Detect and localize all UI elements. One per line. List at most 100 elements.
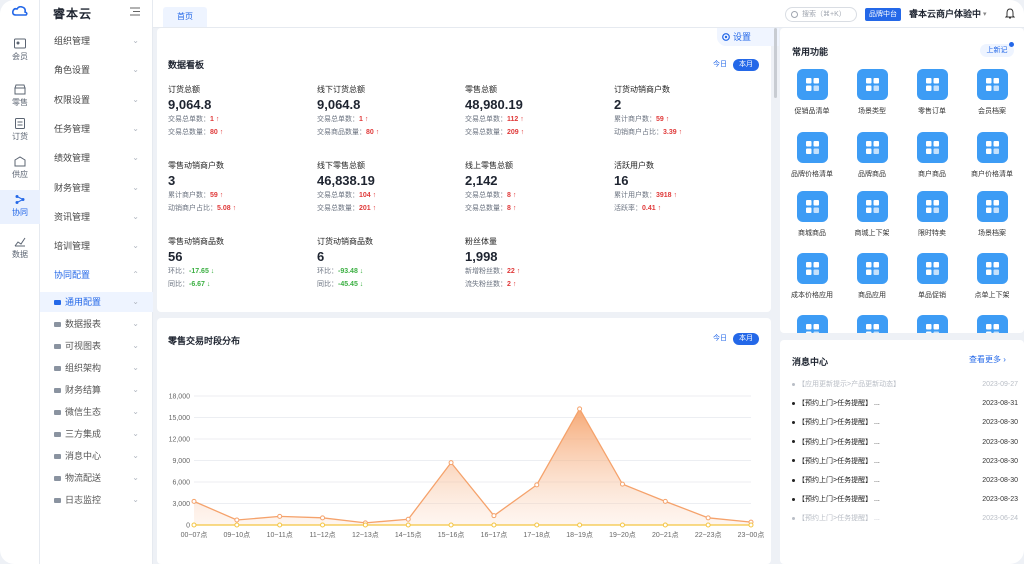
data-point[interactable] xyxy=(577,522,583,528)
shortcut-brand-goods[interactable]: 品牌商品 xyxy=(844,132,900,179)
data-point[interactable] xyxy=(662,498,668,504)
data-point[interactable] xyxy=(320,515,326,521)
shortcut-scene-type[interactable]: 场景类型 xyxy=(844,69,900,116)
shortcut-partial[interactable] xyxy=(904,315,960,333)
range-today[interactable]: 今日 xyxy=(713,61,727,68)
tab-home[interactable]: 首页 xyxy=(163,7,207,27)
data-point[interactable] xyxy=(705,522,711,528)
submenu-item-2[interactable]: 可视图表 ⌄ xyxy=(40,336,153,356)
submenu-item-1[interactable]: 数据报表 ⌄ xyxy=(40,314,153,334)
search-input[interactable]: 搜索（⌘+K） xyxy=(785,7,857,22)
brand-center-badge[interactable]: 品牌中台 xyxy=(865,8,901,21)
data-point[interactable] xyxy=(534,522,540,528)
menu-item-8[interactable]: 协同配置 ⌃ xyxy=(40,264,153,286)
bell-icon[interactable] xyxy=(1005,8,1015,20)
shortcut-retail-order[interactable]: 零售订单 xyxy=(904,69,960,116)
menu-item-0[interactable]: 组织管理 ⌄ xyxy=(40,30,153,52)
menu-item-6[interactable]: 资讯管理 ⌄ xyxy=(40,206,153,228)
shortcut-cost-price[interactable]: 成本价格应用 xyxy=(784,253,840,300)
view-more-link[interactable]: 查看更多 › xyxy=(969,354,1006,365)
rail-item-0[interactable]: 会员 xyxy=(0,34,40,68)
data-point[interactable] xyxy=(234,522,240,528)
menu-item-2[interactable]: 权限设置 ⌄ xyxy=(40,89,153,111)
whats-new-button[interactable]: 上新记 xyxy=(980,44,1014,57)
submenu-item-9[interactable]: 日志监控 ⌄ xyxy=(40,490,153,510)
data-point[interactable] xyxy=(577,406,583,412)
menu-item-4[interactable]: 绩效管理 ⌄ xyxy=(40,147,153,169)
data-point[interactable] xyxy=(448,522,454,528)
shortcut-flash-sale[interactable]: 限时特卖 xyxy=(904,191,960,238)
data-point[interactable] xyxy=(662,522,668,528)
shortcut-label: 点单上下架 xyxy=(974,292,1010,299)
metric-sub-row: 新增粉丝数：22 ↑ xyxy=(465,266,605,277)
rail-item-2[interactable]: 订货 xyxy=(0,114,40,148)
data-point[interactable] xyxy=(491,522,497,528)
submenu-item-5[interactable]: 微信生态 ⌄ xyxy=(40,402,153,422)
shortcut-partial[interactable] xyxy=(844,315,900,333)
collapse-menu-icon[interactable] xyxy=(130,7,140,16)
message-item[interactable]: 【预约上门>任务提醒】 ... 2023-08-30 xyxy=(792,453,1018,471)
data-point[interactable] xyxy=(491,513,497,519)
message-item[interactable]: 【预约上门>任务提醒】 ... 2023-06-24 xyxy=(792,510,1018,528)
range-month[interactable]: 本月 xyxy=(733,59,759,71)
submenu-item-0[interactable]: 通用配置 ⌄ xyxy=(40,292,153,312)
shortcut-scene-profile[interactable]: 场景档案 xyxy=(964,191,1020,238)
rail-item-4[interactable]: 协同 xyxy=(0,190,40,224)
rail-item-3[interactable]: 供应 xyxy=(0,152,40,186)
shortcut-member-profile[interactable]: 会员档案 xyxy=(964,69,1020,116)
shortcut-mall-shelf[interactable]: 商城上下架 xyxy=(844,191,900,238)
data-point[interactable] xyxy=(448,460,454,466)
data-point[interactable] xyxy=(534,482,540,488)
chart-range-today[interactable]: 今日 xyxy=(713,335,727,342)
shortcut-mall-goods[interactable]: 商城商品 xyxy=(784,191,840,238)
submenu-item-8[interactable]: 物流配送 ⌄ xyxy=(40,468,153,488)
message-item[interactable]: 【应用更新提示>产品更新动态】 2023-09-27 xyxy=(792,376,1018,394)
data-point[interactable] xyxy=(320,522,326,528)
message-item[interactable]: 【预约上门>任务提醒】 ... 2023-08-31 xyxy=(792,395,1018,413)
submenu-item-7[interactable]: 消息中心 ⌄ xyxy=(40,446,153,466)
settings-button[interactable]: 设置 xyxy=(717,28,779,46)
submenu-item-3[interactable]: 组织架构 ⌄ xyxy=(40,358,153,378)
message-item[interactable]: 【预约上门>任务提醒】 ... 2023-08-23 xyxy=(792,491,1018,509)
shortcut-promo-list[interactable]: 促销品清单 xyxy=(784,69,840,116)
data-point[interactable] xyxy=(748,522,754,528)
shortcut-item-promo[interactable]: 单品促销 xyxy=(904,253,960,300)
arrow-up-icon: ↑ xyxy=(671,192,678,199)
shortcut-partial[interactable] xyxy=(964,315,1020,333)
shortcut-brand-price[interactable]: 品牌价格清单 xyxy=(784,132,840,179)
message-item[interactable]: 【预约上门>任务提醒】 ... 2023-08-30 xyxy=(792,472,1018,490)
chevron-down-icon: ⌄ xyxy=(132,363,139,372)
chart-range-month[interactable]: 本月 xyxy=(733,333,759,345)
data-point[interactable] xyxy=(619,481,625,487)
chevron-down-icon[interactable]: ▾ xyxy=(983,11,987,18)
message-item[interactable]: 【预约上门>任务提醒】 ... 2023-08-30 xyxy=(792,434,1018,452)
shortcut-goods-app[interactable]: 商品应用 xyxy=(844,253,900,300)
data-point[interactable] xyxy=(405,522,411,528)
submenu-item-6[interactable]: 三方集成 ⌄ xyxy=(40,424,153,444)
shortcut-merchant-price[interactable]: 商户价格清单 xyxy=(964,132,1020,179)
data-point[interactable] xyxy=(405,516,411,522)
data-point[interactable] xyxy=(277,522,283,528)
message-text: 【预约上门>任务提醒】 ... xyxy=(798,457,880,465)
data-point[interactable] xyxy=(362,522,368,528)
menu-item-3[interactable]: 任务管理 ⌄ xyxy=(40,118,153,140)
menu-item-5[interactable]: 财务管理 ⌄ xyxy=(40,177,153,199)
shortcut-merchant-goods[interactable]: 商户商品 xyxy=(904,132,960,179)
menu-item-1[interactable]: 角色设置 ⌄ xyxy=(40,59,153,81)
menu-item-7[interactable]: 培训管理 ⌄ xyxy=(40,235,153,257)
rail-item-1[interactable]: 零售 xyxy=(0,80,40,114)
data-point[interactable] xyxy=(277,513,283,519)
collab-icon xyxy=(0,194,40,205)
main-scrollbar[interactable] xyxy=(774,28,777,98)
rail-item-5[interactable]: 数据 xyxy=(0,232,40,266)
data-point[interactable] xyxy=(234,517,240,523)
shortcut-order-shelf[interactable]: 点单上下架 xyxy=(964,253,1020,300)
submenu-item-4[interactable]: 财务结算 ⌄ xyxy=(40,380,153,400)
data-point[interactable] xyxy=(705,515,711,521)
message-item[interactable]: 【预约上门>任务提醒】 ... 2023-08-30 xyxy=(792,414,1018,432)
shortcut-partial[interactable] xyxy=(784,315,840,333)
tenant-switcher[interactable]: 睿本云商户体验中 xyxy=(909,9,982,19)
data-point[interactable] xyxy=(191,522,197,528)
data-point[interactable] xyxy=(619,522,625,528)
data-point[interactable] xyxy=(191,498,197,504)
